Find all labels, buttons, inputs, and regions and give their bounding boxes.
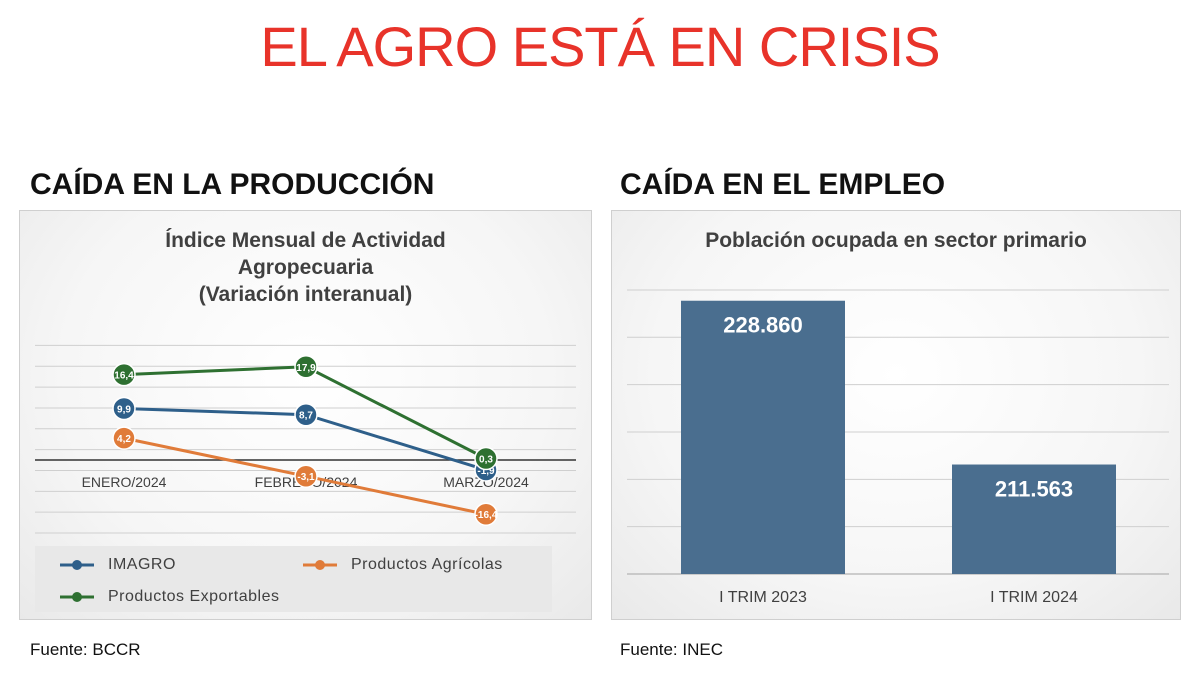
legend-marker-exportables [60, 592, 94, 602]
line-chart-panel: Índice Mensual de Actividad Agropecuaria… [19, 210, 592, 620]
category-label: I TRIM 2024 [990, 589, 1078, 606]
legend-label-imagro: IMAGRO [108, 556, 176, 573]
data-label: 4,2 [117, 434, 131, 445]
bar [681, 300, 845, 574]
data-point [294, 402, 318, 427]
employment-section-title: CAÍDA EN EL EMPLEO [620, 168, 946, 201]
category-label: I TRIM 2023 [719, 589, 807, 606]
legend-item-agricolas: Productos Agrícolas [303, 556, 503, 574]
data-point [112, 426, 136, 450]
bar-value-label: 228.860 [723, 313, 803, 338]
data-label: 0,3 [479, 454, 493, 465]
bar-chart-panel: Población ocupada en sector primario 228… [611, 210, 1181, 620]
data-label: 9,9 [117, 404, 131, 415]
line-chart-legend: IMAGRO Productos Agrícolas Productos Exp… [35, 546, 552, 612]
data-point [294, 355, 318, 379]
legend-label-exportables: Productos Exportables [108, 588, 280, 605]
data-label: -3,1 [297, 472, 315, 483]
data-label: -16,4 [475, 510, 498, 521]
data-label: 17,9 [296, 363, 316, 374]
page-title: EL AGRO ESTÁ EN CRISIS [260, 15, 940, 78]
legend-item-exportables: Productos Exportables [60, 588, 279, 606]
bar [952, 464, 1116, 574]
data-point [474, 502, 498, 526]
data-point [474, 446, 498, 471]
production-section-title: CAÍDA EN LA PRODUCCIÓN [30, 168, 435, 201]
data-label: 8,7 [299, 411, 313, 422]
legend-label-agricolas: Productos Agrícolas [351, 556, 503, 573]
data-point [294, 464, 318, 488]
bar-chart: 228.860 I TRIM 2023 211.563 I TRIM 2024 [627, 289, 1169, 606]
legend-item-imagro: IMAGRO [60, 556, 176, 574]
line-chart-title-line-3: (Variación interanual) [198, 283, 413, 306]
line-chart-title-line-1: Índice Mensual de Actividad [165, 229, 446, 252]
data-label: 16,4 [114, 371, 134, 382]
category-label: MARZO/2024 [443, 474, 529, 490]
legend-marker-agricolas [303, 560, 337, 570]
line-chart-title-line-2: Agropecuaria [237, 256, 374, 279]
data-point [112, 362, 136, 387]
bar-value-label: 211.563 [995, 477, 1073, 502]
line-chart-title: Índice Mensual de Actividad Agropecuaria… [20, 227, 591, 308]
production-source: Fuente: BCCR [30, 640, 141, 659]
line-chart: ENERO/2024FEBRERO/2024MARZO/20249,98,7-1… [35, 344, 576, 534]
bar-chart-title: Población ocupada en sector primario [705, 229, 1087, 252]
data-point [112, 396, 136, 421]
employment-source: Fuente: INEC [620, 640, 723, 659]
legend-marker-imagro [60, 560, 94, 570]
data-label: -1,9 [477, 466, 495, 477]
category-label: ENERO/2024 [82, 474, 167, 490]
